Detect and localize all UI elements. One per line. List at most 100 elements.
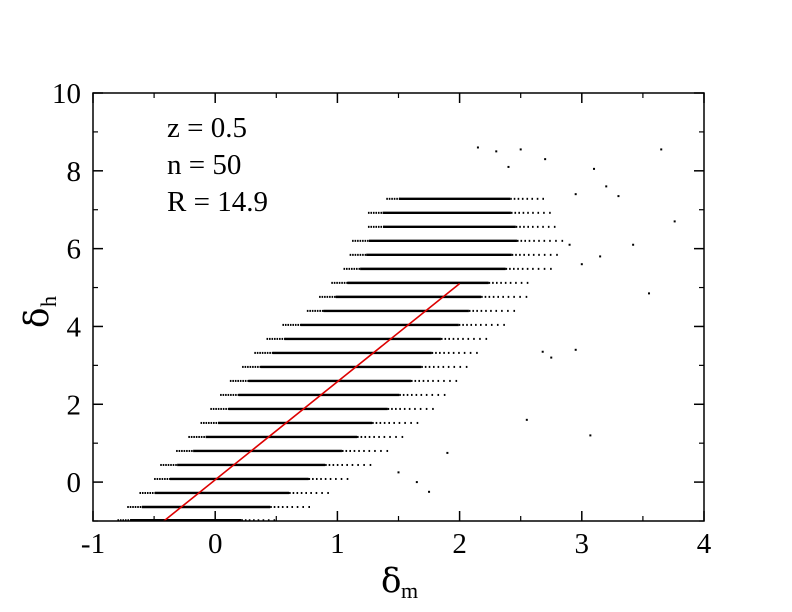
data-point (164, 477, 166, 480)
data-point (165, 463, 167, 466)
data-point (490, 323, 493, 326)
data-point (324, 295, 326, 298)
data-point (453, 365, 456, 368)
outlier-point-6 (593, 167, 596, 170)
data-point (172, 463, 175, 466)
y-tick-label-4: 8 (67, 156, 82, 188)
point-row-18 (343, 267, 552, 271)
data-point (154, 491, 157, 494)
data-point (161, 477, 164, 480)
data-point (269, 337, 271, 340)
data-point (292, 323, 295, 326)
data-point (359, 239, 362, 242)
data-point (341, 463, 344, 466)
data-point (289, 491, 291, 494)
data-point (266, 337, 269, 340)
data-point (501, 309, 503, 312)
data-point (519, 225, 521, 228)
data-point (561, 239, 564, 242)
data-point (210, 421, 213, 424)
data-point (139, 491, 142, 494)
data-point (362, 239, 364, 242)
data-point (284, 323, 287, 326)
x-axis-label-subscript: m (401, 578, 418, 603)
data-point (354, 239, 357, 242)
data-point (346, 267, 348, 270)
data-point (332, 463, 335, 466)
annotation-z: z = 0.5 (167, 112, 247, 144)
data-point (271, 337, 274, 340)
data-point (329, 477, 332, 480)
data-point (273, 519, 276, 522)
data-point (351, 463, 354, 466)
data-point (439, 351, 441, 354)
data-point (447, 365, 450, 368)
data-point (352, 253, 354, 256)
data-point (309, 309, 311, 312)
point-row-15 (306, 309, 516, 313)
data-point (509, 267, 511, 270)
data-point (252, 365, 254, 368)
fit-layer (163, 283, 461, 522)
data-point (388, 197, 391, 200)
data-point (343, 267, 346, 270)
outlier-point-15 (568, 243, 571, 246)
data-point (532, 253, 535, 256)
data-point (257, 519, 260, 522)
data-point (532, 211, 534, 214)
point-row-7 (200, 421, 419, 425)
data-point (455, 379, 458, 382)
data-point (256, 351, 259, 354)
data-point (247, 379, 249, 382)
data-point (203, 435, 205, 438)
data-point (408, 407, 411, 410)
data-point (284, 337, 286, 340)
data-point (457, 337, 459, 340)
data-point (234, 379, 237, 382)
data-point (208, 421, 210, 424)
data-point (269, 351, 271, 354)
data-point (510, 211, 513, 214)
data-point (425, 393, 428, 396)
data-point (504, 281, 507, 284)
point-row-10 (229, 379, 458, 383)
data-point (401, 435, 404, 438)
points-layer (117, 146, 676, 522)
data-point (537, 267, 540, 270)
data-point (485, 337, 488, 340)
data-point (291, 505, 294, 508)
data-point (463, 351, 466, 354)
data-point (364, 239, 367, 242)
data-point (515, 253, 517, 256)
data-point (447, 351, 450, 354)
data-point (543, 239, 546, 242)
data-point (308, 505, 310, 508)
data-point (537, 211, 540, 214)
data-point (372, 225, 375, 228)
data-point (144, 491, 147, 494)
outlier-point-13 (617, 195, 620, 198)
data-point (519, 295, 521, 298)
y-axis-label-main: δ (17, 308, 57, 328)
data-point (363, 449, 365, 452)
data-point (299, 323, 302, 326)
point-row-11 (242, 365, 468, 369)
data-point (398, 421, 401, 424)
data-point (462, 323, 464, 326)
data-point (117, 519, 120, 522)
data-point (183, 449, 186, 452)
data-point (203, 421, 205, 424)
data-point (435, 351, 437, 354)
data-point (314, 309, 316, 312)
outlier-point-2 (648, 292, 651, 295)
data-point (549, 239, 551, 242)
data-point (375, 211, 378, 214)
data-point (528, 239, 531, 242)
point-row-20 (352, 239, 564, 243)
data-point (264, 351, 266, 354)
data-point (358, 267, 361, 270)
data-point (527, 253, 530, 256)
data-point (367, 239, 369, 242)
data-point (308, 477, 311, 480)
data-point (343, 281, 346, 284)
